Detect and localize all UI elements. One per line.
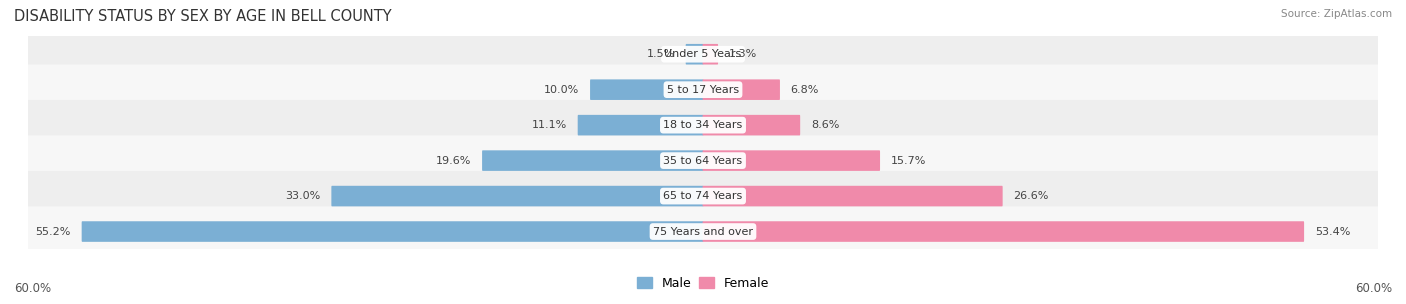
Text: 75 Years and over: 75 Years and over <box>652 226 754 237</box>
Text: DISABILITY STATUS BY SEX BY AGE IN BELL COUNTY: DISABILITY STATUS BY SEX BY AGE IN BELL … <box>14 9 392 24</box>
Text: 53.4%: 53.4% <box>1315 226 1350 237</box>
Text: 1.5%: 1.5% <box>647 49 675 59</box>
Text: 33.0%: 33.0% <box>285 191 321 201</box>
FancyBboxPatch shape <box>25 171 1381 221</box>
Text: 19.6%: 19.6% <box>436 156 471 166</box>
Text: 60.0%: 60.0% <box>1355 282 1392 295</box>
FancyBboxPatch shape <box>25 206 1381 257</box>
Text: 11.1%: 11.1% <box>531 120 567 130</box>
FancyBboxPatch shape <box>703 186 1002 206</box>
FancyBboxPatch shape <box>703 150 880 171</box>
FancyBboxPatch shape <box>25 64 1381 115</box>
FancyBboxPatch shape <box>591 79 703 100</box>
Text: 18 to 34 Years: 18 to 34 Years <box>664 120 742 130</box>
FancyBboxPatch shape <box>25 100 1381 150</box>
FancyBboxPatch shape <box>686 44 703 64</box>
FancyBboxPatch shape <box>703 44 718 64</box>
Text: 26.6%: 26.6% <box>1014 191 1049 201</box>
Text: 15.7%: 15.7% <box>891 156 927 166</box>
FancyBboxPatch shape <box>578 115 703 136</box>
FancyBboxPatch shape <box>703 115 800 136</box>
Text: Source: ZipAtlas.com: Source: ZipAtlas.com <box>1281 9 1392 19</box>
FancyBboxPatch shape <box>703 221 1305 242</box>
Text: 35 to 64 Years: 35 to 64 Years <box>664 156 742 166</box>
FancyBboxPatch shape <box>482 150 703 171</box>
FancyBboxPatch shape <box>25 136 1381 186</box>
Text: 5 to 17 Years: 5 to 17 Years <box>666 85 740 95</box>
Text: 8.6%: 8.6% <box>811 120 839 130</box>
FancyBboxPatch shape <box>332 186 703 206</box>
Text: 65 to 74 Years: 65 to 74 Years <box>664 191 742 201</box>
Legend: Male, Female: Male, Female <box>637 277 769 290</box>
FancyBboxPatch shape <box>25 29 1381 79</box>
FancyBboxPatch shape <box>82 221 703 242</box>
FancyBboxPatch shape <box>703 79 780 100</box>
Text: 60.0%: 60.0% <box>14 282 51 295</box>
Text: Under 5 Years: Under 5 Years <box>665 49 741 59</box>
Text: 10.0%: 10.0% <box>544 85 579 95</box>
Text: 1.3%: 1.3% <box>728 49 756 59</box>
Text: 55.2%: 55.2% <box>35 226 70 237</box>
Text: 6.8%: 6.8% <box>790 85 820 95</box>
